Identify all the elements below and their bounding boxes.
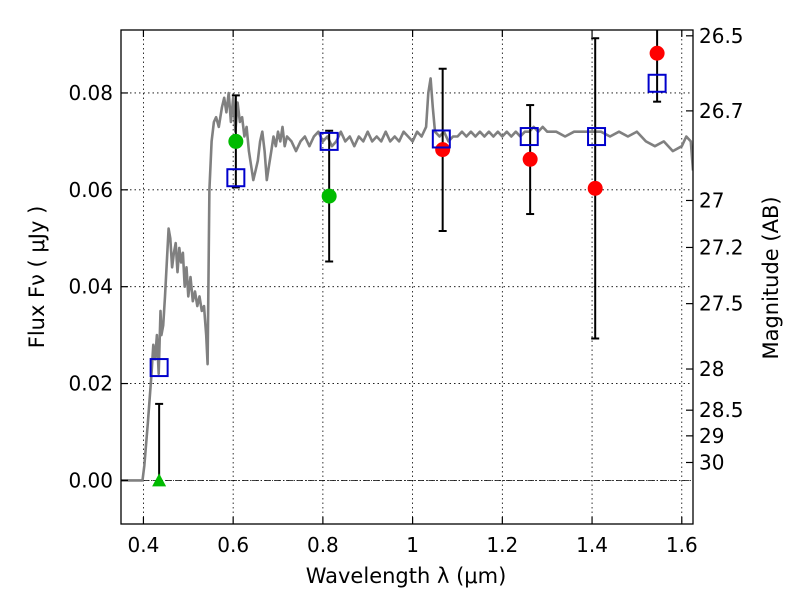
grid [121, 30, 693, 524]
red-point [649, 45, 665, 61]
green-point [228, 133, 244, 149]
y-tick-label: 0.02 [68, 372, 113, 396]
x-tick-label: 0.4 [128, 533, 160, 557]
y-tick-label: 0.04 [68, 275, 113, 299]
red-point [435, 142, 451, 158]
x-tick-label: 0.6 [217, 533, 249, 557]
y-tick-label: 0.00 [68, 468, 113, 492]
right-tick-label: 26.7 [699, 99, 744, 123]
right-tick-label: 28.5 [699, 398, 744, 422]
x-tick-label: 1.6 [666, 533, 698, 557]
red-point [522, 151, 538, 167]
plot-content [121, 30, 693, 487]
right-tick-label: 27.5 [699, 292, 744, 316]
model-point [226, 168, 246, 188]
plot-frame [120, 29, 694, 525]
red-point [587, 180, 603, 196]
data-points [152, 45, 665, 487]
y-axis-label: Flux Fν ( μJy ) [25, 206, 49, 349]
x-tick-label: 1.4 [576, 533, 608, 557]
error-bars [155, 30, 662, 481]
model-point [519, 127, 539, 147]
right-axis-label: Magnitude (AB) [759, 196, 783, 359]
ticks: 0.4 0.6 0.8 1 1.2 1.4 1.6 0.00 0.02 0.04 0.06 0.08 2… [68, 24, 743, 557]
y-tick-label: 0.06 [68, 178, 113, 202]
right-tick-label: 27 [699, 188, 724, 212]
right-tick-label: 30 [699, 450, 724, 474]
x-tick-label: 0.8 [307, 533, 339, 557]
model-point [149, 358, 169, 378]
right-tick-label: 29 [699, 424, 724, 448]
right-tick-label: 28 [699, 357, 724, 381]
model-point [587, 127, 607, 147]
model-point [647, 73, 667, 93]
green-triangle-point [152, 473, 167, 487]
model-point [431, 129, 451, 149]
x-axis-label: Wavelength λ (μm) [306, 564, 507, 588]
y-tick-label: 0.08 [68, 81, 113, 105]
green-point [321, 188, 337, 204]
right-tick-label: 27.2 [699, 235, 744, 259]
x-tick-label: 1.2 [486, 533, 518, 557]
right-tick-label: 26.5 [699, 24, 744, 48]
model-point [319, 131, 339, 151]
model-points [149, 73, 667, 378]
x-tick-label: 1 [406, 533, 419, 557]
sed-curve [121, 77, 693, 482]
